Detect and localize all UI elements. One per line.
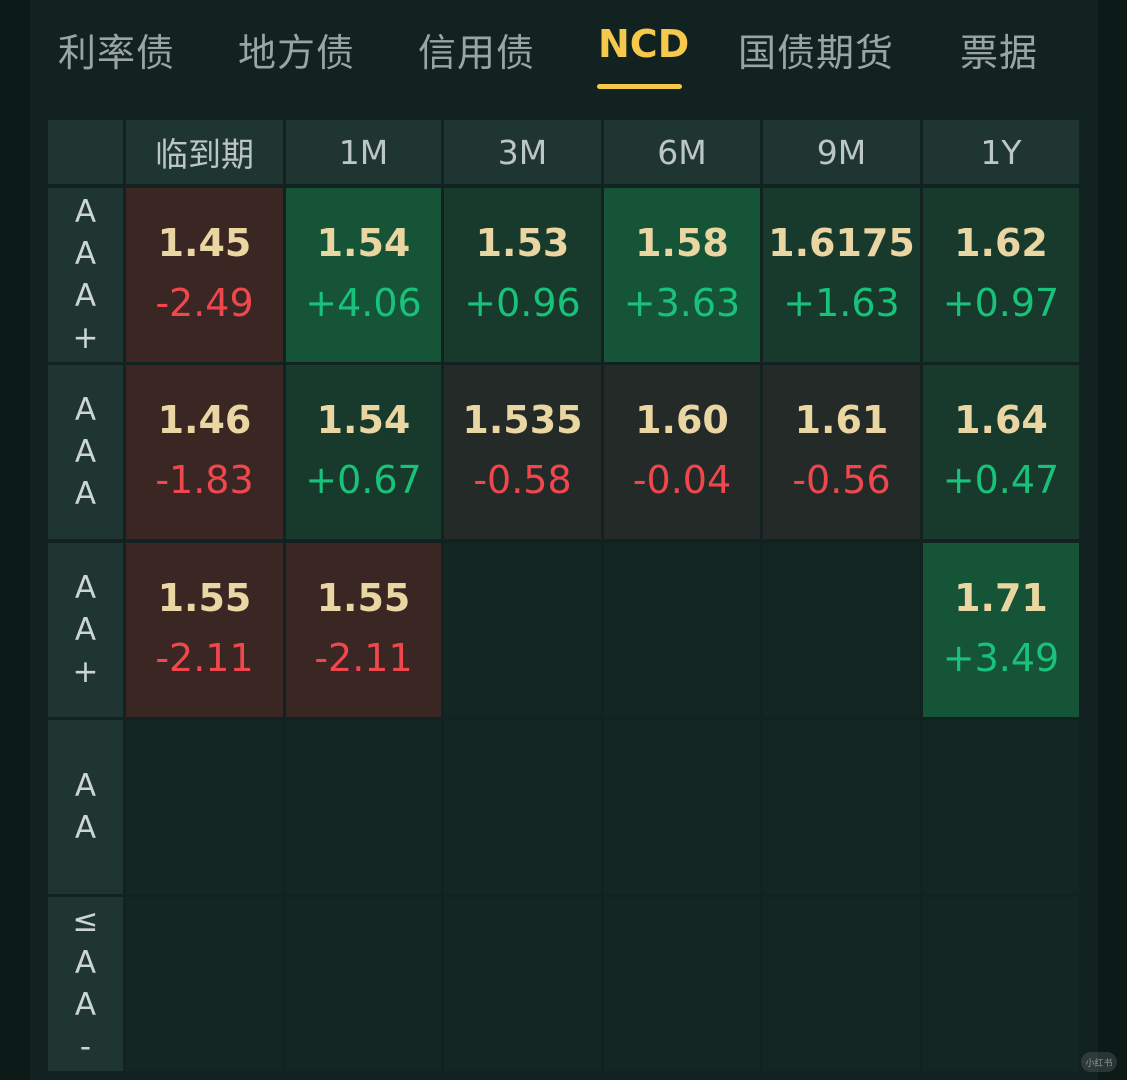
rate-value: 1.64 [954,398,1048,442]
row-label-char: A [74,392,97,428]
rate-change: -2.11 [314,636,413,680]
row-label-char: A [74,768,97,804]
empty-cell [444,897,601,1071]
rate-cell[interactable]: 1.53 +0.96 [444,188,601,362]
empty-cell [763,720,920,894]
rate-value: 1.61 [794,398,889,442]
rate-value: 1.58 [635,221,729,265]
tab-treasury-futures[interactable]: 国债期货 [738,31,895,75]
rate-cell[interactable]: 1.45 -2.49 [126,188,283,362]
rate-cell[interactable]: 1.55 -2.11 [126,543,283,717]
row-label-char: + [72,320,99,356]
rate-value: 1.62 [954,221,1048,265]
rate-value: 1.71 [954,576,1048,620]
rate-value: 1.53 [475,221,570,265]
row-label[interactable]: A A A + [48,188,123,362]
empty-cell [126,897,283,1071]
rate-change: -0.04 [632,458,732,502]
rate-cell[interactable]: 1.62 +0.97 [923,188,1079,362]
rate-value: 1.54 [316,221,411,265]
row-label-char: A [74,612,97,648]
rate-cell[interactable]: 1.58 +3.63 [604,188,760,362]
empty-cell [286,720,441,894]
empty-cell [604,543,760,717]
column-header-2[interactable]: 1M [286,120,441,184]
rate-value: 1.6175 [768,221,915,265]
row-label-char: A [74,570,97,606]
empty-cell [604,897,760,1071]
empty-cell [923,720,1079,894]
row-label-char: A [74,810,97,846]
header-corner [48,120,123,184]
rate-cell[interactable]: 1.71 +3.49 [923,543,1079,717]
rate-value: 1.55 [316,576,411,620]
column-header-5[interactable]: 9M [763,120,920,184]
rate-change: -0.56 [792,458,891,502]
tab-ncd[interactable]: NCD [598,22,690,66]
empty-cell [923,897,1079,1071]
rate-cell[interactable]: 1.54 +0.67 [286,365,441,539]
empty-cell [126,720,283,894]
rate-cell[interactable]: 1.6175 +1.63 [763,188,920,362]
row-label-char: + [72,654,99,690]
rate-cell[interactable]: 1.535 -0.58 [444,365,601,539]
empty-cell [444,543,601,717]
column-header-3[interactable]: 3M [444,120,601,184]
row-label-char: A [74,278,97,314]
rate-change: +0.96 [464,281,581,325]
tab-local-gov-bonds[interactable]: 地方债 [238,31,356,75]
rate-change: +1.63 [783,281,900,325]
column-header-1[interactable]: 临到期 [126,120,283,184]
column-header-6[interactable]: 1Y [923,120,1079,184]
empty-cell [444,720,601,894]
tab-bar: 利率债 地方债 信用债 NCD 国债期货 票据 [0,0,1127,100]
rate-value: 1.54 [316,398,411,442]
row-label-char: A [74,476,97,512]
row-label-char: A [74,945,97,981]
watermark: 小红书 [1081,1052,1117,1072]
rate-cell[interactable]: 1.46 -1.83 [126,365,283,539]
empty-cell [286,897,441,1071]
tab-rate-bonds[interactable]: 利率债 [58,31,176,75]
row-label-char: A [74,194,97,230]
rate-cell[interactable]: 1.64 +0.47 [923,365,1079,539]
rate-change: +0.67 [305,458,422,502]
rate-cell[interactable]: 1.60 -0.04 [604,365,760,539]
active-tab-indicator [597,84,682,89]
rate-cell[interactable]: 1.55 -2.11 [286,543,441,717]
rate-value: 1.60 [635,398,729,442]
row-label-char: A [74,434,97,470]
rate-change: -2.11 [155,636,254,680]
row-label[interactable]: ≤ A A - [48,897,123,1071]
rate-change: +3.49 [942,636,1060,680]
rate-value: 1.55 [157,576,252,620]
rate-change: +0.97 [942,281,1060,325]
tab-credit-bonds[interactable]: 信用债 [418,31,536,75]
row-label-char: ≤ [72,903,99,939]
row-label[interactable]: A A + [48,543,123,717]
tab-bills[interactable]: 票据 [960,31,1039,75]
rate-value: 1.535 [462,398,583,442]
rate-change: +3.63 [623,281,741,325]
rate-value: 1.45 [157,221,252,265]
row-label-char: - [79,1029,92,1065]
rate-change: -2.49 [155,281,254,325]
row-label-char: A [74,236,97,272]
empty-cell [763,543,920,717]
rate-change: +4.06 [305,281,422,325]
empty-cell [604,720,760,894]
rate-value: 1.46 [157,398,252,442]
row-label-char: A [74,987,97,1023]
rate-change: -1.83 [155,458,254,502]
rate-change: -0.58 [473,458,572,502]
rate-cell[interactable]: 1.61 -0.56 [763,365,920,539]
column-header-4[interactable]: 6M [604,120,760,184]
empty-cell [763,897,920,1071]
rate-cell[interactable]: 1.54 +4.06 [286,188,441,362]
rate-change: +0.47 [942,458,1060,502]
